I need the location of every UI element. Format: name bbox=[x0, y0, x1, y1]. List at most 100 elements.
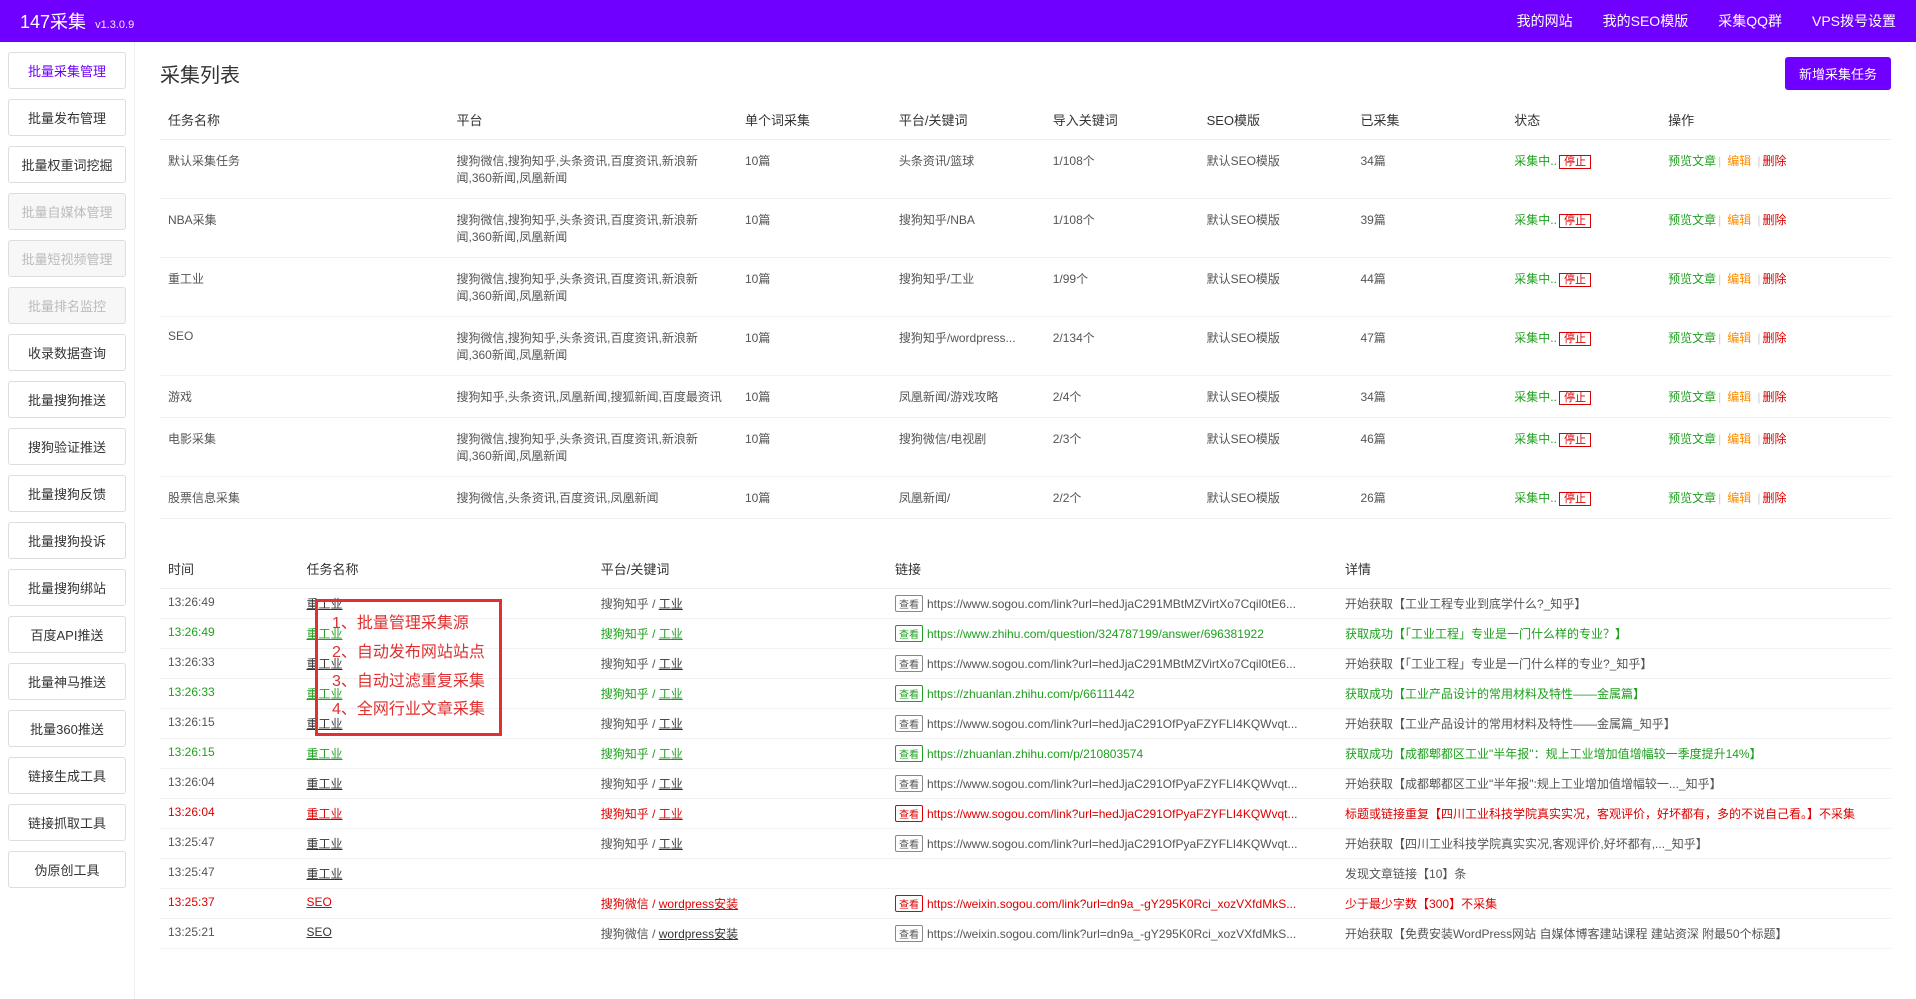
keyword-link[interactable]: 工业 bbox=[659, 657, 683, 671]
keyword-link[interactable]: 工业 bbox=[659, 717, 683, 731]
sidebar-item-12[interactable]: 百度API推送 bbox=[8, 616, 126, 653]
preview-link[interactable]: 预览文章 bbox=[1668, 331, 1716, 345]
view-badge[interactable]: 查看 bbox=[895, 655, 923, 672]
sidebar-item-16[interactable]: 链接抓取工具 bbox=[8, 804, 126, 841]
sidebar-item-1[interactable]: 批量发布管理 bbox=[8, 99, 126, 136]
edit-link[interactable]: 编辑 bbox=[1727, 272, 1751, 286]
task-link[interactable]: 重工业 bbox=[306, 867, 342, 881]
task-link[interactable]: 重工业 bbox=[306, 747, 342, 761]
log-detail: 开始获取【免费安装WordPress网站 自媒体博客建站课程 建站资深 附最50… bbox=[1337, 919, 1891, 949]
delete-link[interactable]: 删除 bbox=[1762, 154, 1786, 168]
edit-link[interactable]: 编辑 bbox=[1727, 213, 1751, 227]
sidebar-item-7[interactable]: 批量搜狗推送 bbox=[8, 381, 126, 418]
stop-button[interactable]: 停止 bbox=[1559, 391, 1591, 405]
task-link[interactable]: 重工业 bbox=[306, 597, 342, 611]
log-pk: 搜狗知乎 / 工业 bbox=[593, 829, 887, 859]
sidebar-item-15[interactable]: 链接生成工具 bbox=[8, 757, 126, 794]
view-badge[interactable]: 查看 bbox=[895, 625, 923, 642]
log-detail: 开始获取【四川工业科技学院真实实况,客观评价,好坏都有,..._知乎】 bbox=[1337, 829, 1891, 859]
log-task: SEO bbox=[298, 919, 592, 949]
task-status: 采集中..停止 bbox=[1506, 418, 1660, 477]
task-col-1: 平台 bbox=[449, 100, 738, 140]
task-link[interactable]: 重工业 bbox=[306, 837, 342, 851]
sidebar-item-9[interactable]: 批量搜狗反馈 bbox=[8, 475, 126, 512]
edit-link[interactable]: 编辑 bbox=[1727, 432, 1751, 446]
topnav-item-0[interactable]: 我的网站 bbox=[1517, 11, 1573, 31]
sidebar-item-17[interactable]: 伪原创工具 bbox=[8, 851, 126, 888]
log-url bbox=[887, 859, 1337, 889]
delete-link[interactable]: 删除 bbox=[1762, 331, 1786, 345]
preview-link[interactable]: 预览文章 bbox=[1668, 154, 1716, 168]
preview-link[interactable]: 预览文章 bbox=[1668, 491, 1716, 505]
delete-link[interactable]: 删除 bbox=[1762, 491, 1786, 505]
edit-link[interactable]: 编辑 bbox=[1727, 331, 1751, 345]
edit-link[interactable]: 编辑 bbox=[1727, 390, 1751, 404]
sidebar-item-10[interactable]: 批量搜狗投诉 bbox=[8, 522, 126, 559]
view-badge[interactable]: 查看 bbox=[895, 805, 923, 822]
view-badge[interactable]: 查看 bbox=[895, 745, 923, 762]
keyword-link[interactable]: wordpress安装 bbox=[659, 927, 738, 941]
preview-link[interactable]: 预览文章 bbox=[1668, 432, 1716, 446]
task-tpl: 默认SEO模版 bbox=[1199, 258, 1353, 317]
task-link[interactable]: SEO bbox=[306, 925, 331, 939]
log-url: 查看https://www.sogou.com/link?url=hedJjaC… bbox=[887, 649, 1337, 679]
topnav-item-1[interactable]: 我的SEO模版 bbox=[1603, 11, 1689, 31]
stop-button[interactable]: 停止 bbox=[1559, 155, 1591, 169]
stop-button[interactable]: 停止 bbox=[1559, 273, 1591, 287]
log-task: 重工业 bbox=[298, 769, 592, 799]
edit-link[interactable]: 编辑 bbox=[1727, 154, 1751, 168]
keyword-link[interactable]: 工业 bbox=[659, 837, 683, 851]
task-count: 46篇 bbox=[1352, 418, 1506, 477]
delete-link[interactable]: 删除 bbox=[1762, 272, 1786, 286]
sidebar-item-2[interactable]: 批量权重词挖掘 bbox=[8, 146, 126, 183]
keyword-link[interactable]: 工业 bbox=[659, 627, 683, 641]
task-link[interactable]: 重工业 bbox=[306, 657, 342, 671]
keyword-link[interactable]: wordpress安装 bbox=[659, 897, 738, 911]
task-row: 游戏搜狗知乎,头条资讯,凤凰新闻,搜狐新闻,百度最资讯10篇凤凰新闻/游戏攻略2… bbox=[160, 376, 1891, 418]
log-task: 重工业 bbox=[298, 679, 592, 709]
delete-link[interactable]: 删除 bbox=[1762, 213, 1786, 227]
sidebar-item-6[interactable]: 收录数据查询 bbox=[8, 334, 126, 371]
stop-button[interactable]: 停止 bbox=[1559, 433, 1591, 447]
task-link[interactable]: SEO bbox=[306, 895, 331, 909]
task-link[interactable]: 重工业 bbox=[306, 777, 342, 791]
preview-link[interactable]: 预览文章 bbox=[1668, 390, 1716, 404]
task-link[interactable]: 重工业 bbox=[306, 687, 342, 701]
topnav-item-2[interactable]: 采集QQ群 bbox=[1718, 11, 1782, 31]
view-badge[interactable]: 查看 bbox=[895, 775, 923, 792]
task-link[interactable]: 重工业 bbox=[306, 627, 342, 641]
keyword-link[interactable]: 工业 bbox=[659, 777, 683, 791]
log-row: 13:26:04重工业搜狗知乎 / 工业查看https://www.sogou.… bbox=[160, 769, 1891, 799]
sidebar-item-11[interactable]: 批量搜狗绑站 bbox=[8, 569, 126, 606]
log-task: 重工业 bbox=[298, 589, 592, 619]
task-link[interactable]: 重工业 bbox=[306, 807, 342, 821]
keyword-link[interactable]: 工业 bbox=[659, 597, 683, 611]
delete-link[interactable]: 删除 bbox=[1762, 390, 1786, 404]
edit-link[interactable]: 编辑 bbox=[1727, 491, 1751, 505]
sidebar-item-13[interactable]: 批量神马推送 bbox=[8, 663, 126, 700]
new-task-button[interactable]: 新增采集任务 bbox=[1785, 57, 1891, 90]
view-badge[interactable]: 查看 bbox=[895, 595, 923, 612]
keyword-link[interactable]: 工业 bbox=[659, 747, 683, 761]
delete-link[interactable]: 删除 bbox=[1762, 432, 1786, 446]
task-platform: 搜狗微信,搜狗知乎,头条资讯,百度资讯,新浪新闻,360新闻,凤凰新闻 bbox=[449, 418, 738, 477]
view-badge[interactable]: 查看 bbox=[895, 685, 923, 702]
preview-link[interactable]: 预览文章 bbox=[1668, 213, 1716, 227]
task-row: 股票信息采集搜狗微信,头条资讯,百度资讯,凤凰新闻10篇凤凰新闻/2/2个默认S… bbox=[160, 477, 1891, 519]
view-badge[interactable]: 查看 bbox=[895, 835, 923, 852]
task-kw: 2/2个 bbox=[1045, 477, 1199, 519]
view-badge[interactable]: 查看 bbox=[895, 715, 923, 732]
view-badge[interactable]: 查看 bbox=[895, 925, 923, 942]
sidebar-item-0[interactable]: 批量采集管理 bbox=[8, 52, 126, 89]
keyword-link[interactable]: 工业 bbox=[659, 807, 683, 821]
stop-button[interactable]: 停止 bbox=[1559, 332, 1591, 346]
view-badge[interactable]: 查看 bbox=[895, 895, 923, 912]
sidebar-item-14[interactable]: 批量360推送 bbox=[8, 710, 126, 747]
keyword-link[interactable]: 工业 bbox=[659, 687, 683, 701]
task-link[interactable]: 重工业 bbox=[306, 717, 342, 731]
preview-link[interactable]: 预览文章 bbox=[1668, 272, 1716, 286]
stop-button[interactable]: 停止 bbox=[1559, 492, 1591, 506]
sidebar-item-8[interactable]: 搜狗验证推送 bbox=[8, 428, 126, 465]
stop-button[interactable]: 停止 bbox=[1559, 214, 1591, 228]
topnav-item-3[interactable]: VPS拨号设置 bbox=[1812, 11, 1896, 31]
